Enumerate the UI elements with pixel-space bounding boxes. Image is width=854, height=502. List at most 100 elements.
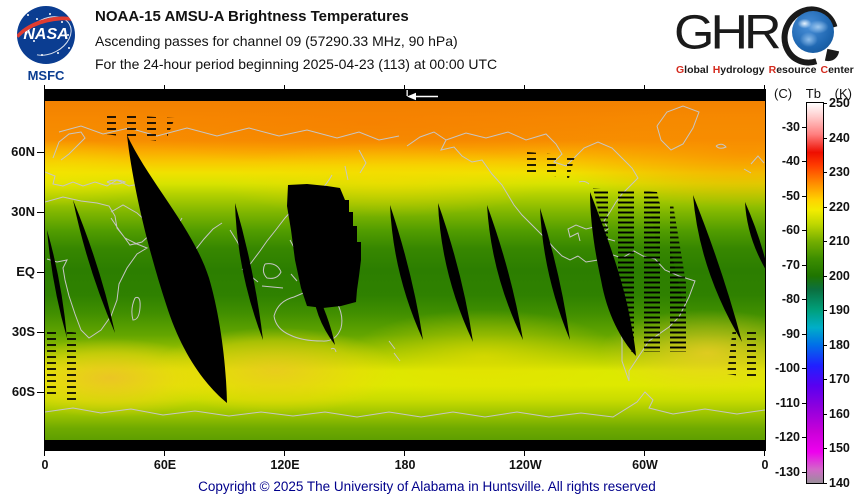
westward-arrow-icon <box>406 90 438 101</box>
kelvin-tick <box>823 241 827 242</box>
ghrc-tagline-word: Resource <box>768 64 817 76</box>
lon-tick-top <box>644 85 645 90</box>
lon-tick-top <box>524 85 525 90</box>
kelvin-label: 140 <box>829 475 850 490</box>
kelvin-label: 160 <box>829 406 850 421</box>
lat-tick <box>37 152 45 153</box>
ghrc-globe <box>770 0 849 76</box>
lon-label: 180 <box>394 458 416 472</box>
globe-icon <box>791 11 834 53</box>
lon-tick-top <box>764 85 765 90</box>
kelvin-tick <box>823 137 827 139</box>
south-polar-strip <box>45 440 765 450</box>
kelvin-tick <box>823 103 827 104</box>
celsius-label: -50 <box>781 188 800 203</box>
celsius-tick <box>802 299 807 300</box>
kelvin-tick <box>823 482 827 484</box>
north-polar-strip <box>45 90 765 101</box>
celsius-label: -80 <box>781 292 800 306</box>
lat-tick <box>37 392 45 393</box>
celsius-tick <box>802 126 807 128</box>
pacific-gap-patch <box>287 184 361 308</box>
dashed-gap-stripes <box>45 114 765 402</box>
kelvin-tick <box>823 310 827 311</box>
kelvin-label: 170 <box>829 372 850 386</box>
lat-label: 30S <box>11 324 35 339</box>
ghrc-globe-stand <box>824 48 839 64</box>
lon-label: 120E <box>270 458 300 472</box>
ghrc-tagline: Global Hydrology Resource Center <box>676 64 854 76</box>
lon-label: 0 <box>761 458 769 472</box>
celsius-tick <box>802 471 807 473</box>
colorbar: 250 240 230 220 210 200 190 180 170 160 150 140 -30… <box>775 96 850 490</box>
lat-label: 60S <box>11 384 35 399</box>
lon-label: 0 <box>41 458 49 472</box>
celsius-tick <box>802 402 807 404</box>
kelvin-label: 200 <box>829 268 850 283</box>
celsius-tick <box>802 368 807 369</box>
lon-tick-bottom <box>164 450 165 456</box>
kelvin-tick <box>823 413 827 415</box>
lat-label: EQ <box>16 264 35 279</box>
kelvin-label: 150 <box>829 441 850 455</box>
lon-tick-top <box>404 85 405 90</box>
lon-tick-top <box>44 85 45 90</box>
lon-tick-top <box>164 85 165 90</box>
lon-label: 60W <box>632 458 658 472</box>
kelvin-tick <box>823 172 827 173</box>
lon-tick-bottom <box>404 450 405 456</box>
kelvin-label: 180 <box>829 337 850 352</box>
lat-tick <box>37 212 45 213</box>
celsius-label: -110 <box>775 395 800 410</box>
kelvin-label: 240 <box>829 130 850 145</box>
celsius-label: -130 <box>774 464 800 479</box>
kelvin-label: 210 <box>829 234 850 248</box>
celsius-tick <box>802 333 807 335</box>
nasa-wordmark: NASA <box>23 26 69 43</box>
lon-tick-bottom <box>524 450 525 456</box>
celsius-label: -90 <box>781 326 800 341</box>
celsius-label: -120 <box>774 430 800 444</box>
ghrc-letters: GHR <box>674 6 782 60</box>
kelvin-tick <box>823 344 827 346</box>
kelvin-label: 230 <box>829 165 850 179</box>
lat-label: 60N <box>11 144 35 159</box>
title-block: NOAA-15 AMSU-A Brightness Temperatures A… <box>95 8 497 79</box>
map-plot: 60N 30N EQ 30S 60S 0 60E 120E 180 120W 60W 0 <box>11 85 768 472</box>
nasa-stars <box>27 14 29 16</box>
lat-tick <box>37 272 45 273</box>
lon-label: 60E <box>153 458 177 472</box>
celsius-label: -30 <box>781 119 800 134</box>
colorbar-unit-kelvin: (K) <box>834 86 852 101</box>
lat-tick <box>37 332 45 333</box>
colorbar-quantity: Tb <box>805 86 821 101</box>
kelvin-label: 190 <box>829 303 850 317</box>
subtitle-period: For the 24-hour period beginning 2025-04… <box>95 56 498 72</box>
celsius-tick <box>802 161 807 162</box>
celsius-tick <box>802 195 807 197</box>
kelvin-label: 250 <box>829 96 850 110</box>
nasa-meatball: NASA <box>17 6 75 64</box>
celsius-tick <box>802 230 807 231</box>
colorbar-title: (C) Tb (K) <box>774 86 852 101</box>
celsius-label: -100 <box>774 361 800 375</box>
kelvin-tick <box>823 206 827 208</box>
lon-label: 120W <box>509 458 542 472</box>
celsius-label: -70 <box>781 257 800 272</box>
ghrc-tagline-word: Global <box>676 64 709 76</box>
copyright-text: Copyright © 2025 The University of Alaba… <box>198 479 656 494</box>
ghrc-logo: GHR Global Hydrology Resource Center <box>674 0 854 84</box>
lon-tick-top <box>284 85 285 90</box>
ghrc-tagline-word: Center <box>820 64 854 76</box>
lon-tick-bottom <box>764 450 765 456</box>
ghrc-tagline-word: Hydrology <box>712 64 765 76</box>
no-data-swaths <box>47 135 765 403</box>
lon-tick-bottom <box>644 450 645 456</box>
lon-tick-bottom <box>284 450 285 456</box>
page-title: NOAA-15 AMSU-A Brightness Temperatures <box>95 8 409 25</box>
kelvin-tick <box>823 448 827 449</box>
msfc-label: MSFC <box>27 68 65 83</box>
nasa-logo: NASA MSFC <box>12 6 82 84</box>
kelvin-tick <box>823 379 827 380</box>
celsius-label: -40 <box>781 154 800 168</box>
